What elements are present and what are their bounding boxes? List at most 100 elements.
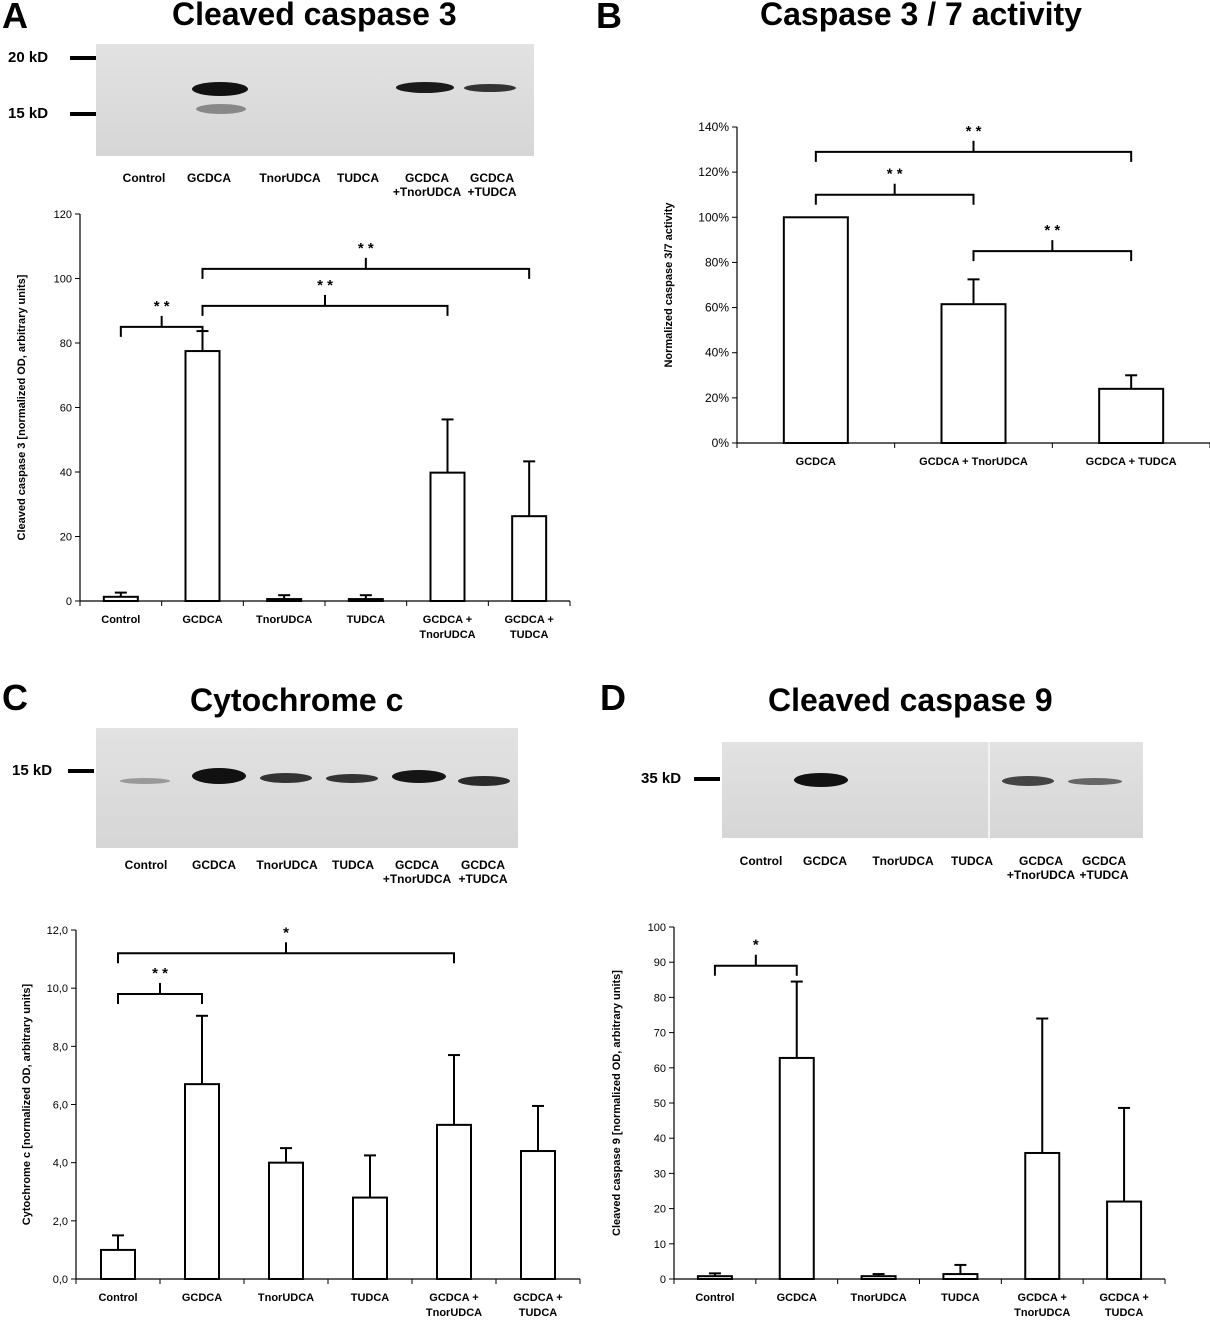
- y-tick-label: 80%: [705, 255, 729, 269]
- lane-label-tnorudca: TnorUDCA: [256, 858, 318, 872]
- x-tick-label: Control: [98, 1292, 137, 1304]
- significance-bracket: [972, 250, 1133, 262]
- significance-label: * *: [358, 240, 374, 257]
- y-tick-label: 10: [654, 1239, 666, 1251]
- lane-label-gcdca-tnorudca: GCDCA +TnorUDCA: [382, 858, 452, 886]
- lane-label-control: Control: [124, 858, 168, 872]
- significance-bracket: [201, 304, 449, 316]
- bar: [266, 598, 303, 603]
- marker-15kd-line: [70, 112, 96, 116]
- x-tick-label: TnorUDCA: [850, 1292, 906, 1304]
- panel-a-letter: A: [2, 0, 28, 36]
- x-tick-label: Control: [695, 1292, 734, 1304]
- blot-band: [326, 774, 378, 783]
- blot-band: [464, 84, 516, 92]
- y-tick-label: 4,0: [53, 1158, 68, 1170]
- significance-bracket: [814, 150, 1133, 162]
- bar: [940, 303, 1007, 444]
- marker-20kd-label: 20 kD: [8, 49, 49, 66]
- x-tick-label: TUDCA: [941, 1292, 980, 1304]
- x-tick-label: GCDCA + TnorUDCA: [1014, 1292, 1070, 1319]
- panel-c-western-blot: [96, 728, 518, 848]
- bar: [184, 350, 221, 602]
- y-tick-label: 80: [654, 992, 666, 1004]
- significance-bracket: [814, 193, 975, 205]
- bar: [860, 1275, 897, 1280]
- y-tick-label: 70: [654, 1028, 666, 1040]
- marker-35kd-line: [694, 777, 720, 781]
- blot-band: [260, 773, 312, 783]
- y-tick-label: 12,0: [47, 925, 68, 937]
- marker-35kd-label: 35 kD: [641, 770, 682, 787]
- significance-bracket: [119, 325, 204, 337]
- panel-d-letter: D: [600, 677, 626, 718]
- significance-label: * *: [317, 277, 333, 294]
- y-tick-label: 0,0: [53, 1274, 68, 1286]
- x-tick-label: GCDCA: [182, 614, 222, 626]
- blot-band: [794, 773, 848, 787]
- significance-label: * *: [1044, 222, 1060, 239]
- x-tick-label: TUDCA: [347, 614, 386, 626]
- x-tick-label: GCDCA + TUDCA: [513, 1292, 562, 1319]
- y-axis-label: Cleaved caspase 9 [normalized OD, arbitr…: [611, 970, 623, 1236]
- lane-label-gcdca-tnorudca: GCDCA +TnorUDCA: [1006, 854, 1076, 882]
- panel-c-title: Cytochrome c: [190, 682, 404, 718]
- blot-band: [192, 82, 248, 96]
- blot-band: [458, 776, 510, 786]
- y-tick-label: 40: [654, 1133, 666, 1145]
- significance-bracket: [117, 992, 203, 1004]
- lane-label-gcdca: GCDCA: [803, 854, 847, 868]
- y-tick-label: 120: [54, 209, 72, 221]
- bar: [100, 1248, 136, 1280]
- y-tick-label: 6,0: [53, 1100, 68, 1112]
- bar: [184, 1083, 220, 1280]
- lane-label-control: Control: [739, 854, 783, 868]
- significance-bracket: [201, 267, 531, 279]
- y-tick-label: 100%: [698, 210, 729, 224]
- y-tick-label: 0: [66, 596, 72, 608]
- chart-b-caspase-3-7-activity: 0% 20% 40% 60% 80% 100% 120% 140% Normalized cas…: [663, 120, 1210, 468]
- y-tick-label: 20%: [705, 391, 729, 405]
- significance-label: * *: [887, 166, 903, 183]
- significance-label: * *: [966, 123, 982, 140]
- chart-d-cleaved-caspase-9: 0 10 20 30 40 50 60 70 80 90 100 Cleaved caspase 9 …: [611, 922, 1166, 1319]
- bar: [778, 1056, 815, 1280]
- x-tick-label: GCDCA + TnorUDCA: [419, 614, 475, 641]
- bar: [942, 1273, 979, 1280]
- x-tick-label: TnorUDCA: [256, 614, 312, 626]
- blot-band: [396, 82, 454, 93]
- lane-label-gcdca: GCDCA: [192, 858, 236, 872]
- significance-label: * *: [154, 298, 170, 315]
- x-tick-label: GCDCA + TUDCA: [1099, 1292, 1148, 1319]
- blot-band: [196, 104, 246, 114]
- blot-band: [120, 778, 170, 784]
- y-tick-label: 80: [60, 338, 72, 350]
- y-tick-label: 120%: [698, 165, 729, 179]
- blot-splice-line: [988, 742, 990, 838]
- x-tick-label: Control: [101, 614, 140, 626]
- significance-label: * *: [152, 965, 168, 982]
- x-tick-label: GCDCA + TnorUDCA: [919, 456, 1028, 468]
- y-axis-label: Cleaved caspase 3 [normalized OD, arbitr…: [16, 274, 28, 540]
- significance-bracket: [713, 964, 798, 976]
- y-tick-label: 50: [654, 1098, 666, 1110]
- lane-label-tnorudca: TnorUDCA: [259, 171, 321, 185]
- y-tick-label: 2,0: [53, 1216, 68, 1228]
- bar: [1098, 387, 1165, 445]
- lane-label-gcdca: GCDCA: [187, 171, 231, 185]
- y-axis-label: Cytochrome c [normalized OD, arbitrary u…: [21, 983, 33, 1225]
- panel-a-western-blot: [96, 44, 534, 156]
- y-tick-label: 20: [60, 532, 72, 544]
- y-tick-label: 0: [660, 1274, 666, 1286]
- x-tick-label: GCDCA: [796, 456, 836, 468]
- y-tick-label: 30: [654, 1168, 666, 1180]
- y-tick-label: 60: [654, 1063, 666, 1075]
- y-axis-label: Normalized caspase 3/7 activity: [663, 202, 675, 368]
- panel-a-title: Cleaved caspase 3: [172, 0, 457, 32]
- y-tick-label: 100: [54, 274, 72, 286]
- marker-15kd-label: 15 kD: [12, 762, 53, 779]
- lane-label-gcdca-tnorudca: GCDCA +TnorUDCA: [392, 171, 462, 199]
- bar: [436, 1123, 472, 1280]
- marker-20kd-line: [70, 56, 96, 60]
- bar: [1024, 1151, 1061, 1280]
